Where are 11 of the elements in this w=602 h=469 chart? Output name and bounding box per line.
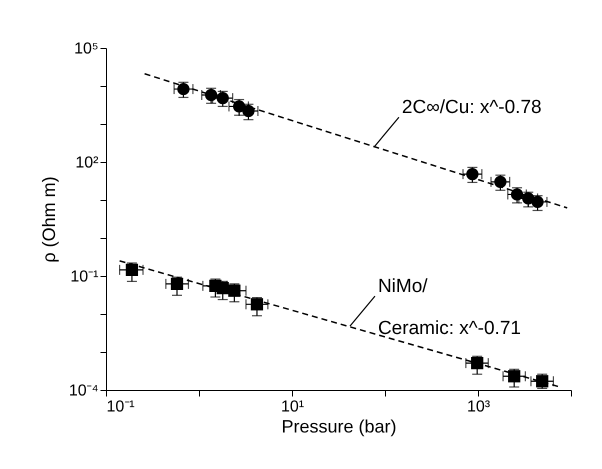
y-tick-label: 10² <box>75 154 100 172</box>
y-axis-title: ρ (Ohm m) <box>38 176 59 263</box>
x-axis-title: Pressure (bar) <box>281 416 397 436</box>
x-tick-label: 10⁻¹ <box>106 398 135 416</box>
y-tick-label: 10⁻⁴ <box>68 382 99 400</box>
x-tick-label: 10¹ <box>280 398 304 416</box>
x-tick-label: 10³ <box>466 398 491 416</box>
annotation: 2C∞/Cu: x^-0.78 <box>402 97 542 118</box>
y-tick-label: 10⁻¹ <box>70 268 98 286</box>
annotation: NiMo/ Ceramic: x^-0.71 <box>378 276 521 340</box>
y-tick-label: 10⁵ <box>74 40 98 58</box>
